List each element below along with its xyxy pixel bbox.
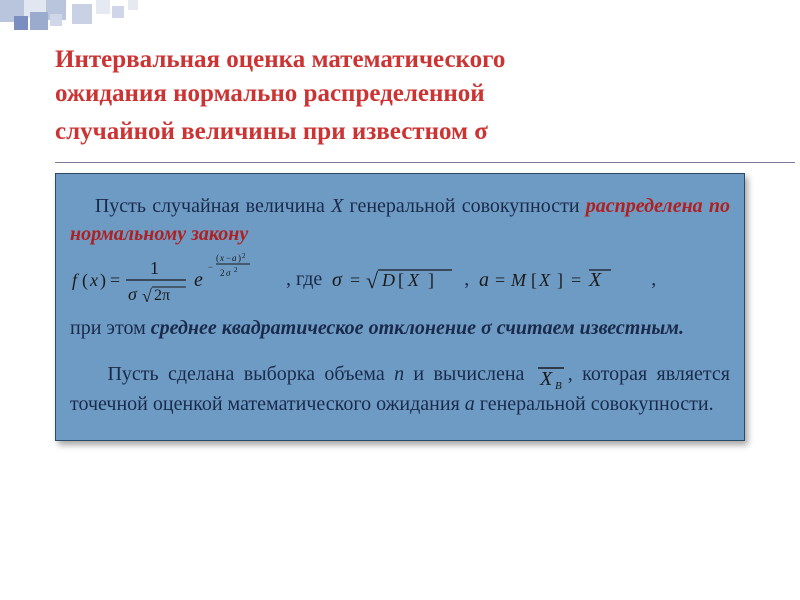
p3-n: n <box>394 363 404 385</box>
svg-text:=: = <box>571 270 581 290</box>
svg-text:]: ] <box>428 270 434 290</box>
svg-text:[: [ <box>398 270 404 290</box>
svg-text:1: 1 <box>150 258 159 278</box>
p1-lead: Пусть случайная величина <box>95 195 331 217</box>
svg-text:=: = <box>495 270 505 290</box>
slide-title: Интервальная оценка математического ожид… <box>55 43 750 148</box>
svg-text:[: [ <box>531 270 537 290</box>
svg-text:): ) <box>100 270 106 291</box>
p3-b: и вычислена <box>404 363 534 385</box>
formula-a: a = M [ X ] = X <box>475 264 645 294</box>
p3-a: Пусть сделана выборка объема <box>107 363 394 385</box>
slide-main: Интервальная оценка математического ожид… <box>0 0 800 441</box>
svg-text:σ: σ <box>128 284 138 304</box>
p3-d: генеральной совокупности. <box>475 393 714 415</box>
xb-bar-icon: XB <box>534 362 568 390</box>
svg-text:D: D <box>381 270 395 290</box>
content-box: Пусть случайная величина X генеральной с… <box>55 173 745 440</box>
formula-sigma: σ = √ D [ X ] <box>328 262 458 296</box>
title-line1: Интервальная оценка математического <box>55 43 750 77</box>
formula-where: , где <box>286 265 322 293</box>
svg-text:]: ] <box>557 270 563 290</box>
paragraph-1: Пусть случайная величина X генеральной с… <box>70 192 730 248</box>
svg-text:(: ( <box>82 270 88 291</box>
paragraph-3: Пусть сделана выборка объема n и вычисле… <box>70 360 730 417</box>
title-line3: случайной величины при известном σ <box>55 115 750 149</box>
corner-decoration <box>0 0 160 40</box>
svg-text:X: X <box>407 270 420 290</box>
svg-text:f: f <box>72 270 80 290</box>
svg-text:X: X <box>538 270 551 290</box>
svg-text:=: = <box>110 270 120 290</box>
svg-text:2: 2 <box>234 266 238 274</box>
formula-comma1: , <box>464 265 469 293</box>
svg-text:(: ( <box>216 253 219 263</box>
p3-aital: a <box>465 393 475 415</box>
svg-text:σ: σ <box>226 268 231 278</box>
formula-row: f ( x ) = 1 σ √ 2π e − ( x − <box>70 250 730 308</box>
svg-text:√: √ <box>366 268 379 293</box>
svg-text:a: a <box>232 253 237 263</box>
svg-text:M: M <box>510 270 527 290</box>
svg-text:a: a <box>479 269 489 291</box>
paragraph-2: при этом среднее квадратическое отклонен… <box>70 314 730 342</box>
svg-text:): ) <box>238 253 241 263</box>
p2-b: среднее квадратическое отклонение σ счит… <box>151 317 684 339</box>
svg-text:X: X <box>588 269 602 291</box>
svg-text:=: = <box>350 270 360 290</box>
p2-a: при этом <box>70 317 151 339</box>
svg-text:2: 2 <box>242 252 246 260</box>
p1-x: X <box>331 195 343 217</box>
title-line2: ожидания нормально распределенной <box>55 77 750 111</box>
svg-text:−: − <box>226 253 231 263</box>
svg-text:σ: σ <box>332 269 343 291</box>
divider <box>55 162 795 163</box>
svg-text:X: X <box>539 368 553 390</box>
svg-text:B: B <box>555 380 562 390</box>
svg-text:x: x <box>219 253 224 263</box>
svg-text:√: √ <box>142 286 152 306</box>
svg-text:2: 2 <box>220 268 225 278</box>
svg-text:e: e <box>194 269 203 291</box>
formula-comma2: , <box>651 265 656 293</box>
svg-text:−: − <box>208 262 213 272</box>
formula-density: f ( x ) = 1 σ √ 2π e − ( x − <box>70 250 280 308</box>
p1-mid: генеральной совокупности <box>343 195 585 217</box>
svg-text:2π: 2π <box>154 287 170 304</box>
svg-text:x: x <box>89 270 98 290</box>
